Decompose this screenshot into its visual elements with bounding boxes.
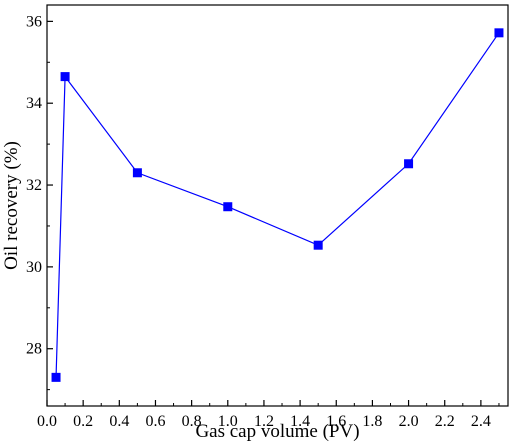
y-tick-label: 36 [26, 13, 42, 30]
x-tick-label: 0.2 [73, 413, 93, 430]
data-point-marker [132, 168, 142, 178]
x-tick-label: 2.4 [471, 413, 491, 430]
y-tick-label: 30 [26, 259, 42, 276]
x-tick-label: 1.8 [362, 413, 382, 430]
series-layer [51, 28, 504, 382]
plot-area [46, 4, 509, 407]
x-tick-label: 2.2 [435, 413, 455, 430]
axis-tick-labels: 0.0 0.2 0.4 0.6 0.8 1.0 1.2 1.4 1.6 1.8 2.0 2.2 2.4 2… [26, 13, 491, 430]
x-tick-label: 1.0 [218, 413, 238, 430]
x-tick-label: 0.4 [109, 413, 129, 430]
y-tick-label: 34 [26, 95, 42, 112]
x-tick-label: 0.0 [37, 413, 57, 430]
x-tick-label: 1.6 [326, 413, 346, 430]
x-tick-label: 0.6 [145, 413, 165, 430]
y-tick-label: 28 [26, 341, 42, 358]
x-tick-label: 1.2 [254, 413, 274, 430]
data-point-marker [51, 372, 61, 382]
data-point-marker [313, 240, 323, 250]
data-point-marker [223, 202, 233, 212]
y-tick-label: 32 [26, 177, 42, 194]
x-axis-label: Gas cap volume (PV) [195, 421, 359, 442]
data-point-marker [404, 159, 414, 169]
axis-ticks [46, 20, 500, 406]
x-tick-label: 0.8 [182, 413, 202, 430]
x-tick-label: 1.4 [290, 413, 310, 430]
x-tick-label: 2.0 [399, 413, 419, 430]
data-point-marker [494, 28, 504, 38]
data-point-marker [60, 72, 70, 82]
y-axis-label: Oil recovery (%) [1, 141, 22, 270]
series-line [55, 32, 500, 378]
